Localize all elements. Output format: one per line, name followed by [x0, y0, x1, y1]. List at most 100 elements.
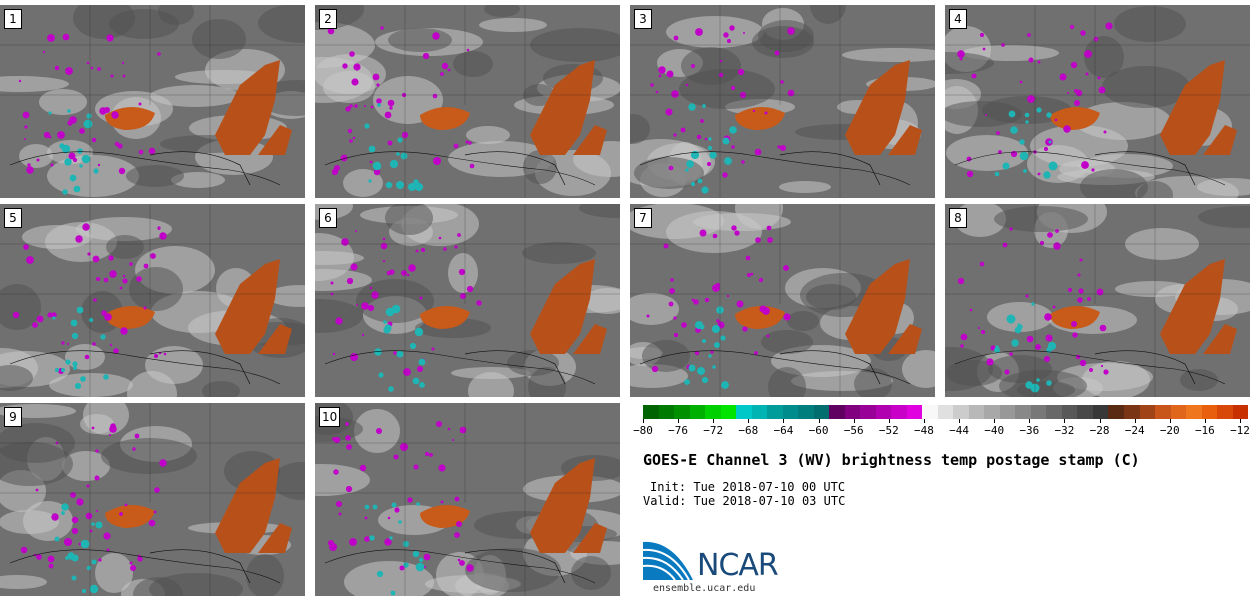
colorbar-swatch: [658, 405, 675, 419]
colorbar-swatch: [1139, 405, 1156, 419]
valid-time: Valid: Tue 2018-07-10 03 UTC: [643, 494, 846, 508]
colorbar-tick-mark: [994, 419, 996, 423]
panel-label: 6: [319, 208, 337, 228]
colorbar-tick-label: −36: [1019, 424, 1040, 437]
colorbar-swatch: [1155, 405, 1171, 419]
colorbar-tick-mark: [888, 419, 890, 423]
colorbar-tick-label: −44: [949, 424, 969, 437]
colorbar-swatch: [829, 405, 845, 419]
postage-stamp-panel: 4: [945, 5, 1250, 198]
colorbar-tick-label: −68: [738, 424, 759, 437]
panel-label: 9: [4, 407, 22, 427]
init-time: Init: Tue 2018-07-10 00 UTC: [650, 480, 846, 494]
colorbar-tick-label: −40: [984, 424, 1005, 437]
colorbar-swatch: [1077, 405, 1093, 419]
postage-stamp-panel: 3: [630, 5, 935, 198]
postage-stamp-panel: 7: [630, 204, 935, 397]
colorbar-tick-label: −80: [633, 424, 653, 437]
colorbar-swatch: [782, 405, 799, 419]
colorbar-swatch: [1217, 405, 1233, 419]
colorbar-tick-mark: [748, 419, 750, 423]
colorbar-swatch: [674, 405, 690, 419]
water-vapor-map: [315, 5, 620, 198]
colorbar-swatch: [891, 405, 907, 419]
panel-label: 5: [4, 208, 22, 228]
colorbar-swatch: [751, 405, 768, 419]
colorbar-tick-mark: [853, 419, 855, 423]
ncar-logo-icon: [643, 541, 693, 581]
colorbar-swatch: [689, 405, 706, 419]
panel-label: 10: [319, 407, 341, 427]
colorbar-tick-mark: [818, 419, 820, 423]
postage-stamp-panel: 10: [315, 403, 620, 596]
colorbar-swatch: [767, 405, 783, 419]
colorbar-tick-mark: [1204, 419, 1206, 423]
water-vapor-map: [945, 5, 1250, 198]
colorbar-tick-label: −64: [773, 424, 794, 437]
water-vapor-map: [0, 5, 305, 198]
colorbar-tick-label: −48: [914, 424, 934, 437]
colorbar-swatch: [1015, 405, 1031, 419]
colorbar-swatch: [937, 405, 954, 419]
postage-stamp-panel: 2: [315, 5, 620, 198]
colorbar-tick-label: −52: [878, 424, 899, 437]
water-vapor-map: [945, 204, 1250, 397]
colorbar-tick-mark: [783, 419, 785, 423]
colorbar-swatch: [984, 405, 1000, 419]
colorbar-tick-label: −32: [1054, 424, 1075, 437]
panel-label: 7: [634, 208, 652, 228]
colorbar-swatch: [1170, 405, 1187, 419]
colorbar-swatch: [813, 405, 830, 419]
colorbar-swatch: [1092, 405, 1109, 419]
colorbar-swatch: [1108, 405, 1124, 419]
colorbar-tick-mark: [923, 419, 925, 423]
colorbar-swatch: [643, 405, 659, 419]
panel-label: 1: [4, 9, 22, 29]
colorbar-tick-mark: [678, 419, 680, 423]
water-vapor-map: [0, 204, 305, 397]
colorbar-swatch: [798, 405, 814, 419]
postage-stamp-panel: 5: [0, 204, 305, 397]
panel-label: 2: [319, 9, 337, 29]
colorbar-swatch: [705, 405, 721, 419]
colorbar-tick-mark: [1240, 419, 1241, 423]
colorbar-swatch: [1061, 405, 1078, 419]
colorbar-swatch: [1030, 405, 1047, 419]
colorbar-tick-label: −20: [1159, 424, 1180, 437]
colorbar-swatch: [720, 405, 737, 419]
colorbar-tick-mark: [1029, 419, 1031, 423]
postage-stamp-panel: 9: [0, 403, 305, 596]
colorbar-swatch: [736, 405, 752, 419]
colorbar-tick-label: −60: [808, 424, 829, 437]
colorbar-swatch: [844, 405, 861, 419]
colorbar-tick-label: −76: [668, 424, 689, 437]
colorbar-swatch: [860, 405, 876, 419]
colorbar-ticks: −80 −76 −72 −68 −64 −60 −56 −52 −48 −44 −40 −36 −32 −…: [633, 424, 1258, 438]
colorbar-swatch: [922, 405, 938, 419]
panel-label: 4: [949, 9, 967, 29]
colorbar-tick-mark: [1169, 419, 1171, 423]
postage-stamp-panel: 6: [315, 204, 620, 397]
colorbar-tick-mark: [1064, 419, 1066, 423]
colorbar-tick-mark: [643, 419, 644, 423]
water-vapor-map: [315, 403, 620, 596]
colorbar-tick-mark: [1099, 419, 1101, 423]
colorbar-tick-label: −16: [1194, 424, 1215, 437]
water-vapor-map: [630, 5, 935, 198]
colorbar-tick-label: −24: [1124, 424, 1145, 437]
colorbar-tick-mark: [713, 419, 715, 423]
colorbar-swatch: [953, 405, 969, 419]
water-vapor-map: [0, 403, 305, 596]
site-url: ensemble.ucar.edu: [653, 583, 756, 594]
colorbar: [643, 405, 1249, 419]
colorbar-swatch: [1186, 405, 1202, 419]
colorbar-tick-mark: [959, 419, 961, 423]
postage-stamp-panel: 1: [0, 5, 305, 198]
colorbar-swatch: [1201, 405, 1218, 419]
panel-label: 3: [634, 9, 652, 29]
colorbar-tick-label: −56: [843, 424, 864, 437]
colorbar-swatch: [1046, 405, 1062, 419]
water-vapor-map: [315, 204, 620, 397]
colorbar-tick-label: −72: [703, 424, 724, 437]
postage-stamp-panel: 8: [945, 204, 1250, 397]
